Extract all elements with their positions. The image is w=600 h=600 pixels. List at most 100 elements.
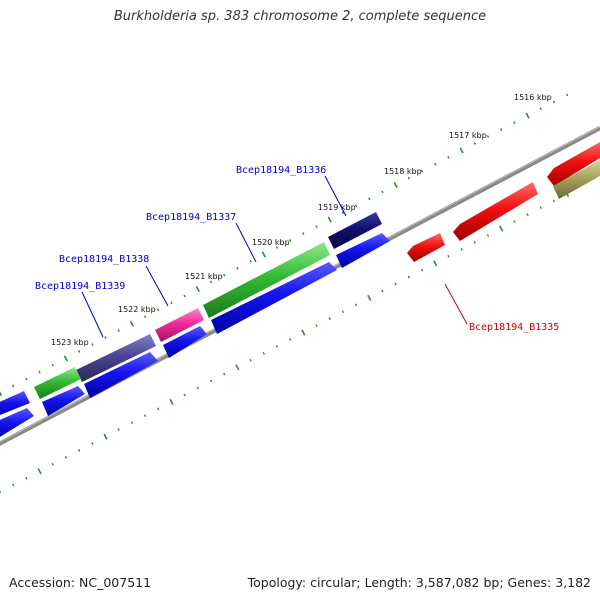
major-tick — [129, 320, 135, 327]
ruler-label-1522: 1522 kbp — [118, 305, 156, 314]
minor-tick — [25, 377, 28, 381]
forward-strand-outer-row — [0, 212, 382, 417]
ruler-label-1517: 1517 kbp — [449, 131, 487, 140]
gene-feature-magenta-1338[interactable] — [155, 308, 204, 342]
gene-feature-navy-1336[interactable] — [328, 212, 382, 249]
minor-tick — [51, 363, 54, 367]
minor-tick — [91, 442, 94, 445]
minor-tick — [183, 294, 186, 298]
minor-tick — [407, 176, 411, 180]
minor-tick — [223, 273, 226, 277]
minor-tick — [38, 370, 41, 374]
minor-tick — [499, 128, 503, 131]
leader-1336 — [324, 175, 347, 217]
minor-tick — [77, 448, 81, 452]
gene-feature-blue-edge-1[interactable] — [0, 391, 30, 417]
minor-tick — [460, 247, 463, 251]
gene-labels: Bcep18194_B1336 Bcep18194_B1337 Bcep1819… — [35, 165, 559, 333]
minor-tick — [91, 343, 94, 346]
minor-tick — [539, 206, 542, 210]
major-tick — [433, 260, 438, 267]
minor-tick — [381, 190, 384, 194]
gene-label-1338[interactable]: Bcep18194_B1338 — [59, 254, 149, 265]
accession-label: Accession: NC_007511 — [9, 575, 152, 590]
leader-1337 — [235, 222, 257, 263]
ruler-label-1523: 1523 kbp — [51, 338, 89, 347]
gene-feature-blue-b[interactable] — [211, 262, 337, 334]
minor-tick — [209, 280, 213, 284]
minor-tick — [420, 169, 424, 173]
minor-tick — [51, 462, 54, 466]
minor-tick — [302, 232, 305, 235]
label-leaders — [81, 175, 468, 338]
major-tick — [235, 364, 240, 371]
ruler-label-1516: 1516 kbp — [514, 93, 552, 102]
ruler-label-1519: 1519 kbp — [318, 203, 356, 212]
gene-feature-blue-e[interactable] — [42, 386, 85, 416]
minor-tick — [341, 310, 345, 314]
minor-tick — [11, 384, 15, 388]
minor-tick — [170, 301, 173, 305]
major-tick — [367, 294, 372, 301]
ruler-labels: 1516 kbp 1517 kbp 1518 kbp 1519 kbp 1520… — [51, 93, 552, 347]
major-tick — [103, 433, 108, 440]
gene-feature-red-3[interactable] — [547, 142, 600, 186]
minor-tick — [117, 428, 120, 432]
gene-label-1337[interactable]: Bcep18194_B1337 — [146, 212, 236, 223]
minor-tick — [275, 246, 279, 249]
minor-tick — [513, 121, 516, 125]
gene-label-1336[interactable]: Bcep18194_B1336 — [236, 165, 326, 176]
minor-tick — [315, 324, 318, 328]
major-tick — [0, 391, 3, 397]
gene-feature-slate-1339[interactable] — [76, 334, 156, 382]
minor-tick — [486, 135, 490, 138]
minor-tick — [315, 225, 318, 229]
minor-tick — [143, 315, 147, 319]
leader-1339 — [81, 291, 104, 338]
major-tick — [301, 329, 306, 336]
gene-feature-blue-edge-2[interactable] — [0, 408, 34, 440]
gene-label-1339[interactable]: Bcep18194_B1339 — [35, 281, 125, 292]
gene-label-1335[interactable]: Bcep18194_B1335 — [469, 322, 559, 333]
minor-tick — [420, 268, 424, 272]
minor-tick — [143, 414, 147, 418]
gene-feature-green-1337[interactable] — [203, 242, 330, 318]
gene-feature-green-left[interactable] — [34, 367, 81, 399]
map-title: Burkholderia sp. 383 chromosome 2, compl… — [113, 9, 487, 24]
minor-tick — [381, 289, 384, 293]
major-tick — [459, 147, 464, 154]
minor-tick — [394, 282, 397, 286]
leader-1335 — [444, 283, 468, 325]
minor-tick — [262, 351, 265, 355]
minor-tick — [368, 197, 371, 201]
gene-feature-red-2[interactable] — [453, 182, 538, 241]
ruler-label-1520: 1520 kbp — [252, 238, 290, 247]
major-tick — [37, 468, 42, 475]
minor-tick — [354, 303, 358, 307]
minor-tick — [486, 234, 490, 237]
gene-feature-blue-c[interactable] — [163, 326, 207, 358]
minor-tick — [288, 239, 292, 242]
minor-tick — [25, 476, 28, 480]
gene-feature-blue-d[interactable] — [84, 352, 158, 398]
minor-tick — [407, 275, 411, 279]
minor-tick — [552, 199, 556, 203]
outer-tick-track — [0, 93, 569, 397]
minor-tick — [447, 155, 450, 159]
leader-1338 — [145, 265, 169, 307]
minor-tick — [434, 162, 437, 166]
reverse-strand-row — [407, 142, 600, 262]
genome-info-label: Topology: circular; Length: 3,587,082 bp… — [247, 575, 591, 590]
minor-tick — [341, 211, 345, 215]
gene-feature-olive[interactable] — [553, 160, 600, 199]
minor-tick — [447, 254, 450, 258]
major-tick — [261, 251, 266, 258]
minor-tick — [328, 317, 331, 321]
gene-feature-red-1335[interactable] — [407, 233, 445, 262]
minor-tick — [526, 213, 529, 217]
gene-feature-blue-a[interactable] — [336, 233, 390, 268]
major-tick — [327, 216, 332, 223]
minor-tick — [117, 329, 120, 333]
minor-tick — [354, 204, 358, 208]
